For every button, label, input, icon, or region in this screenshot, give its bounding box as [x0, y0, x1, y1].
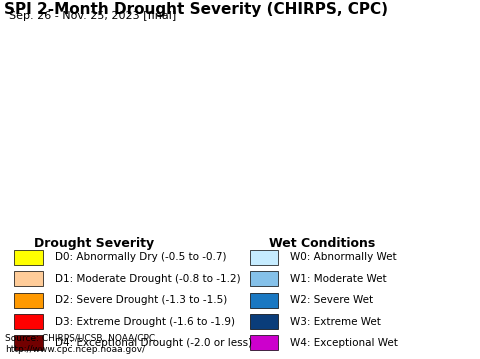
- Bar: [14, 271, 43, 286]
- Text: W2: Severe Wet: W2: Severe Wet: [290, 295, 373, 305]
- Text: W3: Extreme Wet: W3: Extreme Wet: [290, 317, 381, 327]
- Text: D1: Moderate Drought (-0.8 to -1.2): D1: Moderate Drought (-0.8 to -1.2): [55, 274, 241, 284]
- Text: W4: Exceptional Wet: W4: Exceptional Wet: [290, 338, 398, 348]
- Text: Sep. 26 - Nov. 25, 2023 [final]: Sep. 26 - Nov. 25, 2023 [final]: [9, 11, 176, 22]
- Bar: [250, 335, 278, 350]
- Bar: [250, 250, 278, 265]
- Text: Wet Conditions: Wet Conditions: [269, 237, 375, 250]
- Text: W1: Moderate Wet: W1: Moderate Wet: [290, 274, 387, 284]
- Text: Drought Severity: Drought Severity: [34, 237, 154, 250]
- Text: W0: Abnormally Wet: W0: Abnormally Wet: [290, 252, 397, 262]
- Bar: [14, 335, 43, 350]
- Text: D4: Exceptional Drought (-2.0 or less): D4: Exceptional Drought (-2.0 or less): [55, 338, 252, 348]
- Text: D0: Abnormally Dry (-0.5 to -0.7): D0: Abnormally Dry (-0.5 to -0.7): [55, 252, 227, 262]
- Bar: [14, 314, 43, 329]
- Bar: [250, 293, 278, 308]
- Text: SPI 2-Month Drought Severity (CHIRPS, CPC): SPI 2-Month Drought Severity (CHIRPS, CP…: [4, 2, 388, 17]
- Text: D3: Extreme Drought (-1.6 to -1.9): D3: Extreme Drought (-1.6 to -1.9): [55, 317, 235, 327]
- Bar: [14, 250, 43, 265]
- Bar: [250, 271, 278, 286]
- Text: Source: CHIRPS/UCSB, NOAA/CPC
http://www.cpc.ncep.noaa.gov/: Source: CHIRPS/UCSB, NOAA/CPC http://www…: [5, 334, 155, 354]
- Bar: [14, 293, 43, 308]
- Bar: [250, 314, 278, 329]
- Text: D2: Severe Drought (-1.3 to -1.5): D2: Severe Drought (-1.3 to -1.5): [55, 295, 228, 305]
